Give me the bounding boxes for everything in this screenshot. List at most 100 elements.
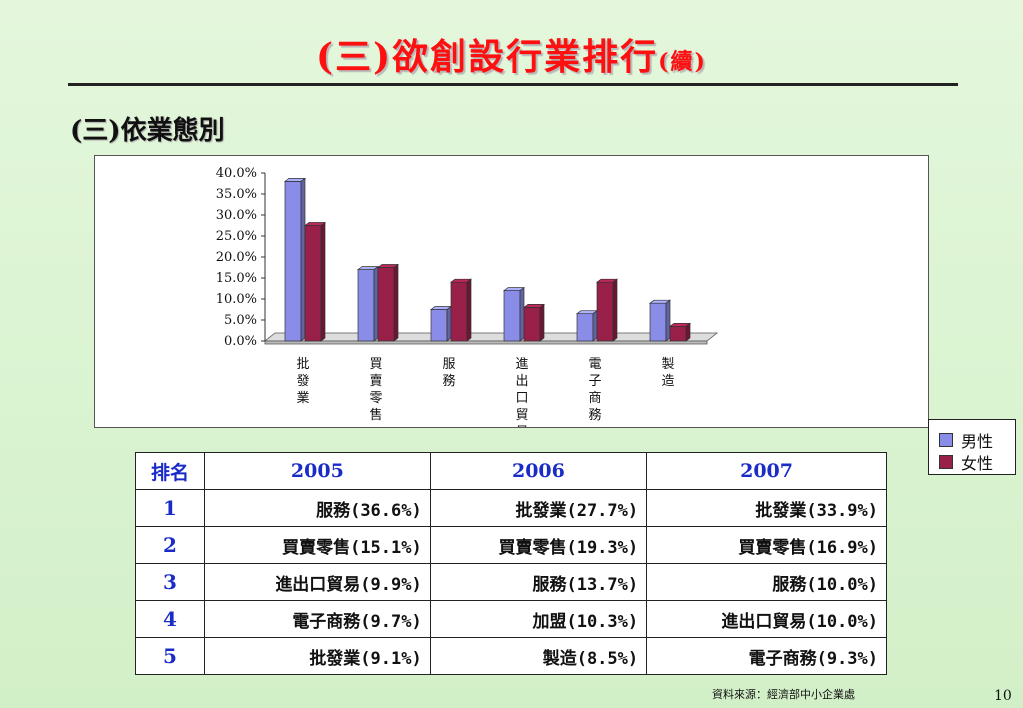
x-category-label-char: 務 <box>588 408 601 423</box>
cell-2007: 電子商務(9.3%) <box>646 637 887 675</box>
x-category-label-char: 造 <box>661 374 674 389</box>
legend-item-male: 男性 <box>939 428 993 452</box>
y-tick-label: 10.0% <box>216 292 257 307</box>
bar-male <box>430 309 448 342</box>
x-category-label-char: 業 <box>296 390 309 406</box>
header-2006: 2006 <box>429 452 648 490</box>
bar-male <box>576 313 594 342</box>
cell-2005: 服務(36.6%) <box>204 489 431 527</box>
x-category-label-char: 貿 <box>515 408 528 423</box>
x-category-label-char: 口 <box>515 391 528 406</box>
y-tick-label: 5.0% <box>224 313 257 328</box>
cell-2006: 批發業(27.7%) <box>429 489 648 527</box>
bar-side-male <box>665 299 671 342</box>
x-category-label-char: 買 <box>369 357 382 372</box>
bar-side-female <box>612 278 618 342</box>
chart-floor <box>263 332 719 342</box>
x-category-label-char: 售 <box>369 407 382 423</box>
chart-floor-edge <box>264 340 708 345</box>
cell-2007: 服務(10.0%) <box>646 563 887 601</box>
bar-side-male <box>446 305 452 342</box>
cell-2006: 加盟(10.3%) <box>429 600 648 638</box>
bar-male <box>503 290 521 342</box>
bar-male <box>649 302 667 342</box>
x-category-label-char: 電 <box>588 357 601 372</box>
table-header-row: 排名 2005 2006 2007 <box>135 452 887 490</box>
slide-title: (三)欲創設行業排行(續) <box>0 28 1023 80</box>
cell-2005: 批發業(9.1%) <box>204 637 431 675</box>
cell-2006: 服務(13.7%) <box>429 563 648 601</box>
bar-chart: 0.0% 5.0% 10.0% 15.0% 20.0% 25.0% 30.0% 35.0% 40… <box>94 155 1016 475</box>
table-row: 4 電子商務(9.7%) 加盟(10.3%) 進出口貿易(10.0%) <box>135 600 887 638</box>
x-category-label-char: 務 <box>442 374 455 389</box>
bar-side-male <box>592 309 598 342</box>
x-category-label-char: 批 <box>296 357 309 372</box>
header-rank: 排名 <box>135 452 205 490</box>
cell-2006: 買賣零售(19.3%) <box>429 526 648 564</box>
bar-female <box>523 307 541 342</box>
cell-2005: 電子商務(9.7%) <box>204 600 431 638</box>
header-2005: 2005 <box>204 452 431 490</box>
slide-title-suffix: (續) <box>658 49 707 75</box>
rank-cell: 2 <box>135 526 205 564</box>
rank-cell: 4 <box>135 600 205 638</box>
legend-label-male: 男性 <box>961 432 994 451</box>
table-row: 1 服務(36.6%) 批發業(27.7%) 批發業(33.9%) <box>135 489 887 527</box>
slide-title-main: (三)欲創設行業排行 <box>316 36 659 78</box>
legend-swatch-male <box>939 433 953 447</box>
bar-female <box>596 281 614 342</box>
header-2007: 2007 <box>646 452 887 490</box>
cell-2007: 批發業(33.9%) <box>646 489 887 527</box>
rank-cell: 5 <box>135 637 205 675</box>
bar-female <box>377 267 395 342</box>
ranking-table: 排名 2005 2006 2007 1 服務(36.6%) 批發業(27.7%)… <box>135 452 887 675</box>
y-tick-label: 20.0% <box>216 250 257 265</box>
cell-2005: 買賣零售(15.1%) <box>204 526 431 564</box>
y-tick-label: 40.0% <box>216 166 257 181</box>
source-note: 資料來源：經濟部中小企業處 <box>712 688 855 701</box>
x-category-label-char: 易 <box>515 425 528 427</box>
bar-male <box>357 269 375 342</box>
bar-female <box>669 325 687 342</box>
bar-side-male <box>300 177 306 342</box>
x-category-label-char: 服 <box>442 357 455 372</box>
bar-female <box>304 225 322 342</box>
cell-2007: 進出口貿易(10.0%) <box>646 600 887 638</box>
x-category-label-char: 發 <box>296 374 309 389</box>
section-subtitle: (三)依業態別 <box>70 116 225 146</box>
y-tick-label: 30.0% <box>216 208 257 223</box>
legend-swatch-female <box>939 455 953 469</box>
y-tick-label: 35.0% <box>216 187 257 202</box>
y-tick-label: 15.0% <box>216 271 257 286</box>
legend-label-female: 女性 <box>961 454 994 473</box>
x-category-label-char: 進 <box>515 357 528 372</box>
table-row: 5 批發業(9.1%) 製造(8.5%) 電子商務(9.3%) <box>135 637 887 675</box>
bar-male <box>284 181 302 342</box>
bar-side-male <box>373 265 379 342</box>
bar-side-female <box>320 221 326 342</box>
y-tick-label: 25.0% <box>216 229 257 244</box>
table-row: 3 進出口貿易(9.9%) 服務(13.7%) 服務(10.0%) <box>135 563 887 601</box>
x-category-label-char: 子 <box>588 374 601 389</box>
legend-item-female: 女性 <box>939 450 993 474</box>
x-category-label-char: 商 <box>588 391 601 406</box>
bar-side-female <box>393 263 399 342</box>
rank-cell: 1 <box>135 489 205 527</box>
bar-side-female <box>539 303 545 342</box>
bar-side-female <box>685 322 691 342</box>
x-category-label-char: 製 <box>661 357 674 372</box>
y-tick-label: 0.0% <box>224 334 257 349</box>
x-category-label-char: 零 <box>369 391 382 406</box>
bar-chart-svg: 0.0% 5.0% 10.0% 15.0% 20.0% 25.0% 30.0% 35.0% 40… <box>216 166 719 427</box>
x-category-label-char: 賣 <box>369 374 382 389</box>
chart-legend: 男性 女性 <box>928 419 1016 475</box>
title-divider <box>68 83 958 86</box>
cell-2007: 買賣零售(16.9%) <box>646 526 887 564</box>
cell-2005: 進出口貿易(9.9%) <box>204 563 431 601</box>
bar-side-male <box>519 286 525 342</box>
rank-cell: 3 <box>135 563 205 601</box>
page-number: 10 <box>994 688 1012 704</box>
table-row: 2 買賣零售(15.1%) 買賣零售(19.3%) 買賣零售(16.9%) <box>135 526 887 564</box>
bar-side-female <box>466 278 472 342</box>
bar-female <box>450 281 468 342</box>
